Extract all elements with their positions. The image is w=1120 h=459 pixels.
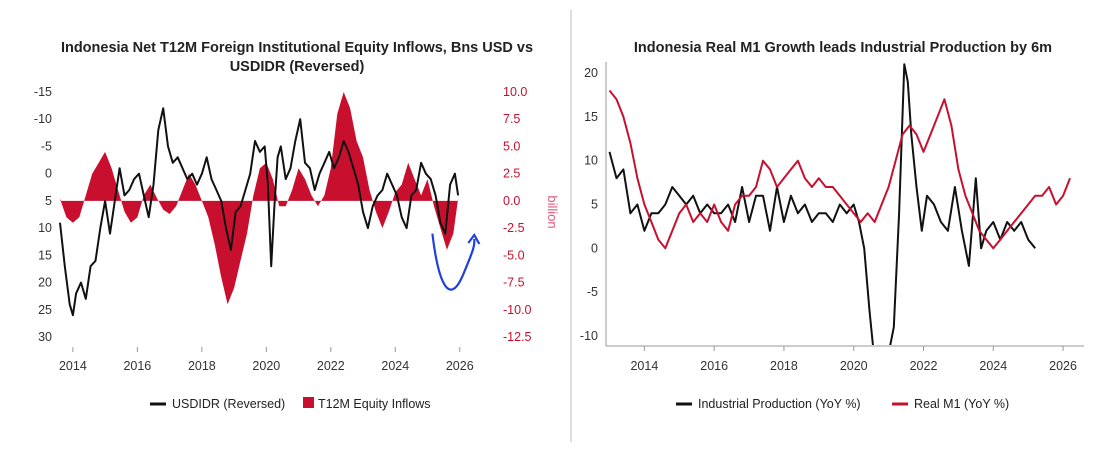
right-y-tick-label: -10 [580, 329, 598, 343]
right-y-axis: 20 15 10 5 0 -5 -10 [580, 62, 607, 346]
left-x-tick-label: 2022 [317, 359, 345, 373]
real-m1-line [608, 89, 1071, 250]
left-y-tick-label: -5 [41, 139, 52, 153]
right-y-tick-label: -10.0 [503, 303, 532, 317]
right-x-tick-label: 2020 [840, 359, 868, 373]
right-y-tick-label: 0.0 [503, 194, 520, 208]
usdidr-line [59, 107, 460, 317]
industrial-production-line [608, 63, 1036, 345]
left-x-tick-label: 2026 [446, 359, 474, 373]
right-x-tick-label: 2014 [630, 359, 658, 373]
left-y-tick-label: 0 [45, 167, 52, 181]
left-y-tick-label: -15 [34, 85, 52, 99]
blue-arrow-curve [431, 233, 476, 291]
right-y-tick-label: 10.0 [503, 85, 527, 99]
left-legend: USDIDR (Reversed) T12M Equity Inflows [150, 397, 431, 411]
right-y-tick-label: 10 [584, 154, 598, 168]
right-y-tick-label: -5 [587, 285, 598, 299]
right-y-tick-label: -5.0 [503, 248, 525, 262]
right-x-tick-label: 2026 [1049, 359, 1077, 373]
equity-inflows-area [60, 92, 459, 305]
left-chart: Indonesia Net T12M Foreign Institutional… [34, 40, 560, 411]
left-x-tick-label: 2024 [381, 359, 409, 373]
left-y-tick-label: 5 [45, 194, 52, 208]
blue-arrow-head [467, 232, 481, 245]
right-y-tick-label: 2.5 [503, 167, 520, 181]
left-y-tick-label: 25 [38, 303, 52, 317]
right-y-tick-label: -2.5 [503, 221, 525, 235]
left-y-tick-label: 10 [38, 221, 52, 235]
left-x-axis: 2014 2016 2018 2020 2022 2024 2026 [59, 347, 474, 373]
left-right-y-axis: 10.0 7.5 5.0 2.5 0.0 -2.5 -5.0 -7.5 -10.0 -12.5 [503, 85, 532, 344]
left-x-tick-label: 2018 [188, 359, 216, 373]
left-right-axis-label: billion [545, 195, 560, 228]
right-x-tick-label: 2022 [910, 359, 938, 373]
legend-label-equity-inflows: T12M Equity Inflows [318, 397, 431, 411]
right-chart-title: Indonesia Real M1 Growth leads Industria… [634, 40, 1052, 56]
usdidr-line-path [59, 107, 460, 317]
left-chart-title-line1: Indonesia Net T12M Foreign Institutional… [61, 40, 533, 56]
left-x-tick-label: 2014 [59, 359, 87, 373]
left-x-tick-label: 2020 [252, 359, 280, 373]
left-y-tick-label: -10 [34, 112, 52, 126]
right-y-tick-label: -7.5 [503, 276, 525, 290]
equity-inflows-area-shape [60, 92, 459, 305]
right-x-tick-label: 2016 [700, 359, 728, 373]
blue-arrow-annotation [431, 232, 481, 291]
left-y-tick-label: 30 [38, 330, 52, 344]
left-y-tick-label: 20 [38, 276, 52, 290]
legend-swatch-equity-inflows [303, 397, 314, 408]
right-y-tick-label: 20 [584, 66, 598, 80]
right-y-tick-label: 5 [591, 198, 598, 212]
right-chart: Indonesia Real M1 Growth leads Industria… [580, 40, 1084, 411]
left-chart-title-line2: USDIDR (Reversed) [230, 59, 365, 75]
right-series-lines [608, 63, 1071, 345]
left-x-tick-label: 2016 [123, 359, 151, 373]
right-y-tick-label: 5.0 [503, 139, 520, 153]
right-y-tick-label: -12.5 [503, 330, 532, 344]
left-y-axis: -15 -10 -5 0 5 10 15 20 25 30 [34, 85, 52, 344]
legend-label-real-m1: Real M1 (YoY %) [914, 397, 1009, 411]
right-legend: Industrial Production (YoY %) Real M1 (Y… [676, 397, 1009, 411]
legend-label-usdidr: USDIDR (Reversed) [172, 397, 285, 411]
right-y-tick-label: 0 [591, 241, 598, 255]
right-y-tick-label: 7.5 [503, 112, 520, 126]
left-y-tick-label: 15 [38, 248, 52, 262]
right-x-tick-label: 2018 [770, 359, 798, 373]
right-y-tick-label: 15 [584, 110, 598, 124]
right-x-tick-label: 2024 [979, 359, 1007, 373]
right-plot-area [608, 63, 1071, 345]
right-x-axis: 2014 2016 2018 2020 2022 2024 2026 [606, 345, 1084, 373]
legend-label-industrial-production: Industrial Production (YoY %) [698, 397, 861, 411]
